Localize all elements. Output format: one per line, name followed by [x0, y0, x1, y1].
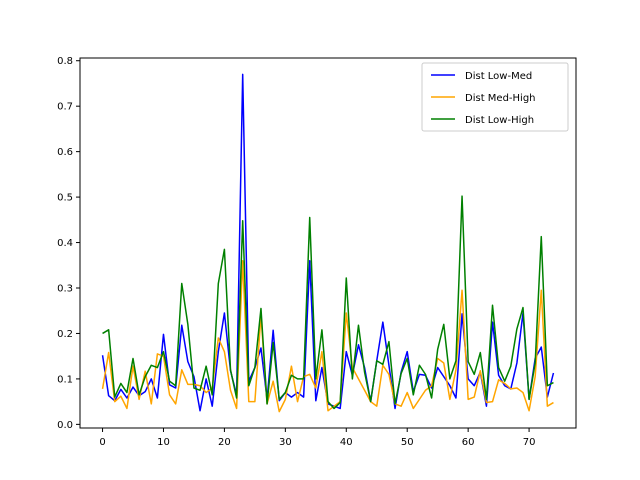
- x-tick-label: 20: [218, 437, 231, 448]
- y-tick-label: 0.7: [57, 102, 73, 113]
- y-tick-label: 0.0: [57, 420, 73, 431]
- series-line-2: [101, 259, 554, 413]
- y-tick-label: 0.2: [57, 329, 73, 340]
- legend-label-low-med: Dist Low-Med: [465, 71, 532, 82]
- legend-label-low-high: Dist Low-High: [465, 115, 534, 126]
- legend-box: [421, 62, 569, 132]
- y-tick-label: 0.8: [57, 56, 73, 67]
- y-axis: 0.0 0.1 0.2 0.3 0.4 0.5 0.6 0.7 0.8: [57, 56, 80, 431]
- x-tick-label: 60: [462, 437, 475, 448]
- y-tick-label: 0.6: [57, 147, 73, 158]
- x-tick-label: 50: [401, 437, 414, 448]
- x-tick-label: 0: [99, 437, 105, 448]
- y-tick-label: 0.1: [57, 374, 73, 385]
- legend-label-med-high: Dist Med-High: [465, 93, 536, 104]
- x-tick-label: 10: [157, 437, 170, 448]
- x-tick-label: 40: [340, 437, 353, 448]
- y-tick-label: 0.4: [57, 238, 73, 249]
- series-layer: [101, 73, 555, 413]
- legend: Dist Low-Med Dist Med-High Dist Low-High: [421, 62, 569, 132]
- x-tick-label: 30: [279, 437, 292, 448]
- y-tick-label: 0.3: [57, 284, 73, 295]
- x-tick-label: 70: [523, 437, 536, 448]
- x-axis: 0 10 20 30 40 50 60 70: [99, 428, 535, 448]
- series-line-3: [102, 195, 554, 410]
- y-tick-label: 0.5: [57, 193, 73, 204]
